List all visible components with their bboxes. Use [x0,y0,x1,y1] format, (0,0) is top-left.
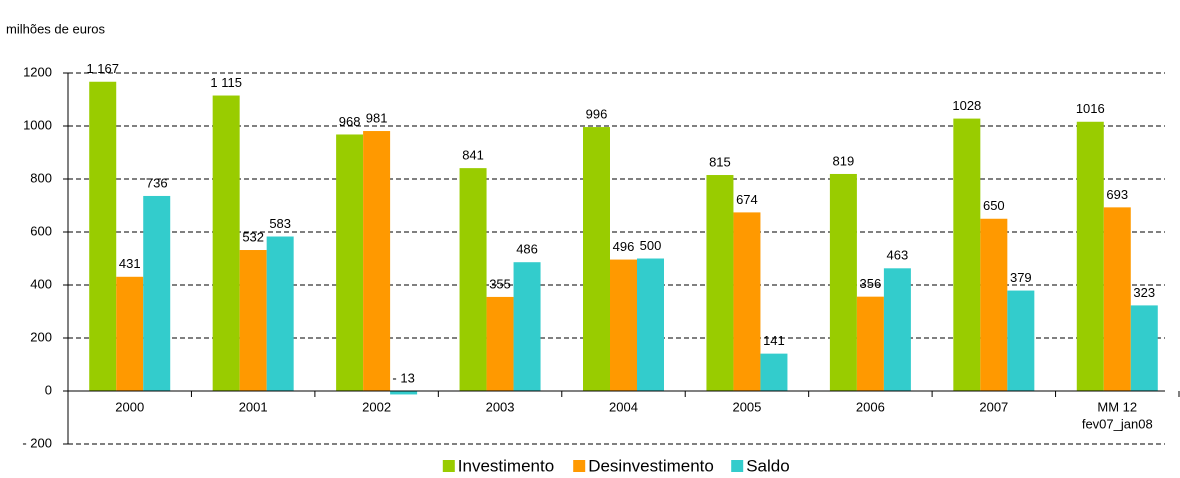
data-label: 500 [640,238,662,253]
data-label: 583 [269,216,291,231]
bar [116,276,144,391]
bar [390,391,418,395]
bar [706,175,734,391]
x-tick-label: 2005 [732,399,761,414]
data-label: 463 [887,248,909,263]
data-label: 674 [736,192,758,207]
data-label: 431 [119,256,141,271]
data-label: 379 [1010,270,1032,285]
x-tick-label: 2001 [239,399,268,414]
data-label: 486 [516,242,538,257]
y-tick-label: 400 [30,276,52,291]
bar [733,212,761,391]
data-label: 736 [146,175,168,190]
y-tick-label: 800 [30,170,52,185]
data-label: 532 [242,229,264,244]
data-label: 968 [339,114,361,129]
bar [89,81,117,392]
legend-label: Saldo [746,456,789,475]
data-label: 141 [763,333,785,348]
bar [637,258,664,391]
data-label: 496 [613,239,635,254]
y-tick-label: 0 [45,382,52,397]
bar [1007,290,1035,391]
bar [212,95,240,392]
bar [1076,121,1104,391]
bar [336,134,364,392]
y-tick-label: - 200 [22,435,52,450]
data-label: - 13 [392,370,414,385]
data-label: 323 [1133,285,1155,300]
x-tick-label: 2004 [609,399,638,414]
x-tick-label: fev07_jan08 [1082,416,1153,431]
data-label: 841 [462,148,484,163]
data-label: 693 [1106,187,1128,202]
bar [459,168,487,391]
bar [1130,305,1158,391]
bar [760,353,788,391]
data-label: 1 115 [210,75,242,90]
bar [486,296,514,391]
bar [980,218,1008,391]
bar [239,250,267,391]
legend-label: Desinvestimento [588,456,714,475]
bar [1103,207,1131,391]
bar [583,127,610,391]
y-tick-label: 200 [30,329,52,344]
x-tick-label: 2007 [979,399,1008,414]
data-label: 815 [709,154,731,169]
y-axis-label: milhões de euros [6,21,105,36]
data-label: 356 [860,276,882,291]
bar [143,195,171,391]
x-tick-label: 2000 [115,399,144,414]
bar [829,173,857,391]
legend-swatch [573,460,586,472]
y-tick-label: 1200 [23,64,52,79]
bar [953,118,981,391]
y-tick-label: 600 [30,223,52,238]
x-tick-label: 2006 [856,399,885,414]
data-label: 996 [586,106,608,121]
data-label: 1016 [1076,101,1105,116]
data-label: 1028 [952,98,981,113]
data-label: 981 [366,110,388,125]
legend-swatch [731,460,744,472]
data-label: 819 [833,153,855,168]
bar [883,268,911,391]
x-tick-label: 2002 [362,399,391,414]
y-tick-label: 1000 [23,117,52,132]
x-tick-label: 2003 [486,399,515,414]
bar [856,296,884,391]
bar [513,262,541,391]
data-label: 650 [983,198,1005,213]
legend-swatch [442,460,455,472]
bar [610,259,637,391]
legend-label: Investimento [458,456,554,475]
bar [266,236,294,391]
data-label: 355 [489,276,511,291]
data-label: 1 167 [86,61,119,76]
x-tick-label: MM 12 [1097,399,1137,414]
bar [363,131,391,391]
